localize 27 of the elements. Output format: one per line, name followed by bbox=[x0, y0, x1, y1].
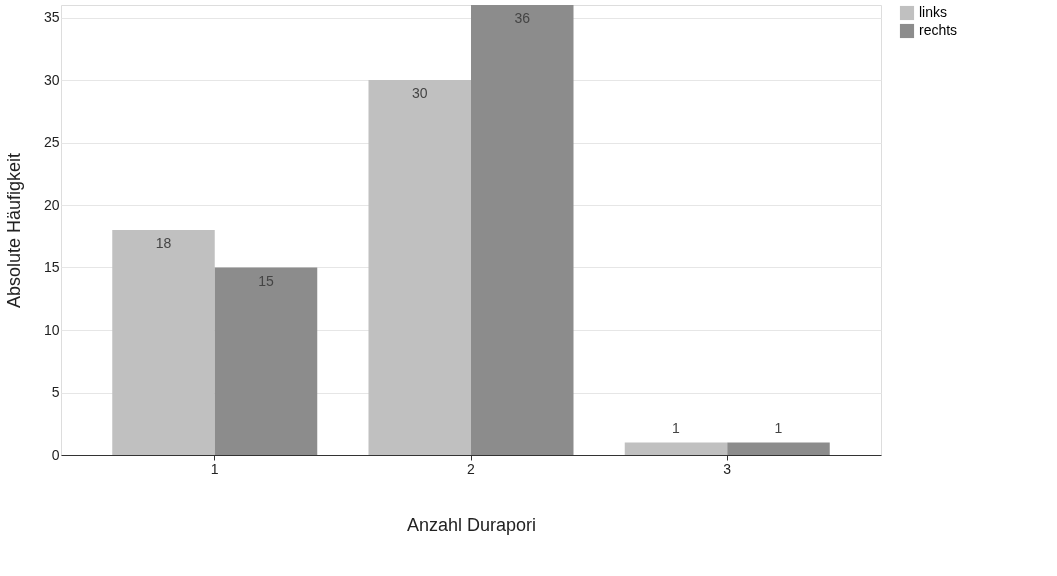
bar bbox=[471, 5, 574, 455]
bar bbox=[727, 442, 830, 455]
bar bbox=[624, 442, 728, 455]
data-label: 1 bbox=[672, 419, 681, 436]
bar bbox=[214, 267, 318, 455]
legend-label: links bbox=[919, 4, 948, 20]
y-tick-label: 5 bbox=[51, 384, 60, 400]
y-tick-label: 15 bbox=[43, 259, 60, 275]
y-tick-label: 25 bbox=[43, 134, 60, 150]
bar bbox=[368, 80, 471, 455]
data-label: 18 bbox=[155, 235, 172, 251]
data-label: 15 bbox=[258, 272, 274, 289]
y-tick-label: 0 bbox=[51, 446, 60, 463]
data-label: 1 bbox=[774, 419, 783, 436]
data-label: 36 bbox=[514, 10, 531, 26]
legend-label: rechts bbox=[919, 22, 958, 38]
y-tick-label: 35 bbox=[43, 9, 60, 25]
y-tick-label: 30 bbox=[43, 71, 60, 88]
x-axis-title: Anzahl Durapori bbox=[406, 514, 537, 535]
y-tick-label: 20 bbox=[43, 196, 60, 213]
bar bbox=[112, 230, 215, 455]
data-label: 30 bbox=[411, 85, 428, 101]
y-axis-title: Absolute Häufigkeit bbox=[3, 152, 24, 309]
y-tick-label: 10 bbox=[43, 321, 60, 338]
x-tick-label: 3 bbox=[723, 460, 732, 477]
x-tick-label: 2 bbox=[467, 460, 476, 477]
x-tick-label: 1 bbox=[210, 460, 219, 477]
